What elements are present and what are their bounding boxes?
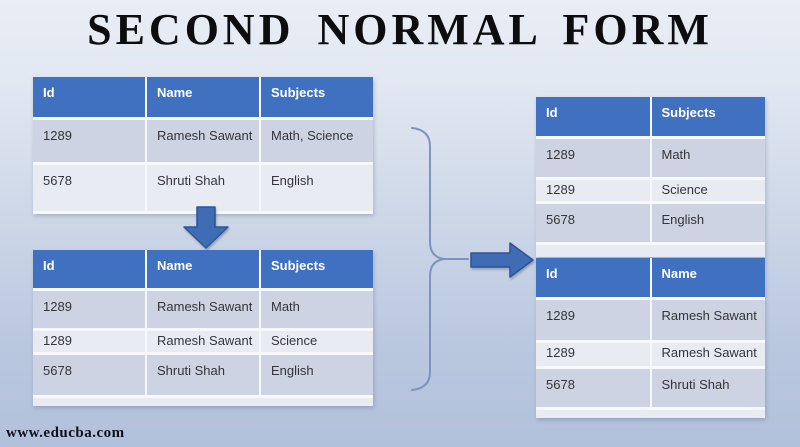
header-row: Id Name Subjects xyxy=(33,250,373,288)
table-cell-id: 1289 xyxy=(33,291,147,328)
table-top-left: Id Name Subjects 1289 Ramesh Sawant Math… xyxy=(33,77,373,214)
column-header-id: Id xyxy=(33,250,147,288)
brace-icon xyxy=(411,127,469,391)
table-cell-name: Ramesh Sawant xyxy=(661,345,757,360)
table-cell-id: 1289 xyxy=(536,139,652,177)
table-cell-name: Shruti Shah xyxy=(661,377,730,392)
table-cell-subjects: Science xyxy=(661,182,708,197)
column-header-subjects: Subjects xyxy=(271,85,326,100)
column-header-name: Name xyxy=(147,77,261,117)
table-cell-id: 1289 xyxy=(536,300,652,340)
table-cell-subjects: English xyxy=(661,212,705,227)
table-row: 1289 Math xyxy=(536,139,765,177)
header-row: Id Subjects xyxy=(536,97,765,136)
table-cell-id: 1289 xyxy=(536,343,652,366)
table-cell-id: 5678 xyxy=(33,355,147,395)
column-header-name: Name xyxy=(661,266,697,281)
table-cell-id: 5678 xyxy=(33,165,147,211)
table-row: 5678 Shruti Shah English xyxy=(33,355,373,395)
table-row: 1289 Ramesh Sawant xyxy=(536,300,765,340)
table-row: 1289 Science xyxy=(536,180,765,201)
table-row: 1289 Ramesh Sawant xyxy=(536,343,765,366)
table-row: 5678 Shruti Shah xyxy=(536,369,765,407)
table-cell-subjects: Math, Science xyxy=(271,128,354,143)
right-arrow-icon xyxy=(470,242,534,278)
table-row: 1289 Ramesh Sawant Science xyxy=(33,331,373,352)
watermark: www.educba.com xyxy=(6,425,125,441)
table-cell-subjects: Math xyxy=(271,299,300,314)
header-row: Id Name xyxy=(536,258,765,297)
column-header-id: Id xyxy=(33,77,147,117)
header-row: Id Name Subjects xyxy=(33,77,373,117)
table-cell-id: 1289 xyxy=(33,120,147,162)
column-header-id: Id xyxy=(536,258,652,297)
table-row: 1289 Ramesh Sawant Math, Science xyxy=(33,120,373,162)
table-cell-id: 1289 xyxy=(536,180,652,201)
table-cell-name: Shruti Shah xyxy=(147,165,261,211)
table-cell-subjects: English xyxy=(271,363,314,378)
table-cell-name: Shruti Shah xyxy=(147,355,261,395)
table-top-right: Id Subjects 1289 Math 1289 Science 5678 … xyxy=(536,97,765,257)
table-footer-strip xyxy=(33,398,373,406)
table-cell-id: 5678 xyxy=(536,204,652,242)
column-header-id: Id xyxy=(536,97,652,136)
table-row: 5678 Shruti Shah English xyxy=(33,165,373,211)
table-bottom-right: Id Name 1289 Ramesh Sawant 1289 Ramesh S… xyxy=(536,258,765,418)
table-cell-name: Ramesh Sawant xyxy=(661,308,757,323)
table-cell-subjects: Science xyxy=(271,333,318,348)
table-row: 5678 English xyxy=(536,204,765,242)
down-arrow-icon xyxy=(183,206,229,249)
table-cell-subjects: Math xyxy=(661,147,691,162)
page-title: SECOND NORMAL FORM xyxy=(87,5,713,54)
table-bottom-left: Id Name Subjects 1289 Ramesh Sawant Math… xyxy=(33,250,373,406)
table-row: 1289 Ramesh Sawant Math xyxy=(33,291,373,328)
table-footer-strip xyxy=(536,245,765,257)
table-cell-subjects: English xyxy=(271,173,314,188)
table-cell-id: 1289 xyxy=(33,331,147,352)
table-cell-name: Ramesh Sawant xyxy=(147,331,261,352)
table-footer-strip xyxy=(536,410,765,418)
column-header-subjects: Subjects xyxy=(661,105,716,120)
column-header-name: Name xyxy=(147,250,261,288)
table-cell-id: 5678 xyxy=(536,369,652,407)
table-cell-name: Ramesh Sawant xyxy=(147,291,261,328)
column-header-subjects: Subjects xyxy=(271,258,326,273)
table-cell-name: Ramesh Sawant xyxy=(147,120,261,162)
